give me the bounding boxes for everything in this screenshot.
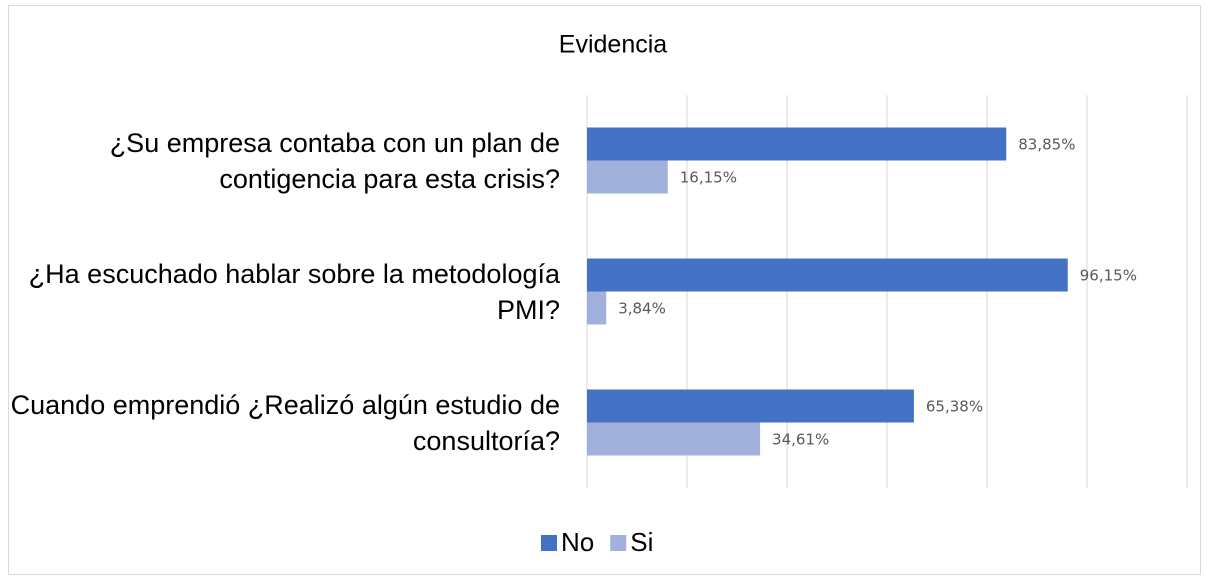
value-label: 83,85% <box>1018 136 1075 154</box>
value-label: 16,15% <box>680 169 737 187</box>
chart-title: Evidencia <box>559 31 667 59</box>
bar <box>587 291 607 325</box>
chart-frame <box>8 5 1201 575</box>
bar <box>587 258 1068 292</box>
value-label: 96,15% <box>1080 267 1137 285</box>
bar <box>587 160 668 194</box>
legend-swatch <box>541 535 557 551</box>
bar <box>587 389 914 423</box>
legend-label: No <box>561 527 594 557</box>
bar <box>587 127 1007 161</box>
category-label: Cuando emprendió ¿Realizó algún estudio … <box>10 389 560 456</box>
legend-swatch <box>610 535 627 551</box>
value-label: 65,38% <box>926 398 983 416</box>
legend-label: Si <box>630 527 653 557</box>
category-label: ¿Su empresa contaba con un plan de conti… <box>109 127 560 194</box>
bar <box>587 422 761 456</box>
category-label: ¿Ha escuchado hablar sobre la metodologí… <box>28 258 560 325</box>
value-label: 34,61% <box>772 431 829 449</box>
value-label: 3,84% <box>618 300 666 318</box>
